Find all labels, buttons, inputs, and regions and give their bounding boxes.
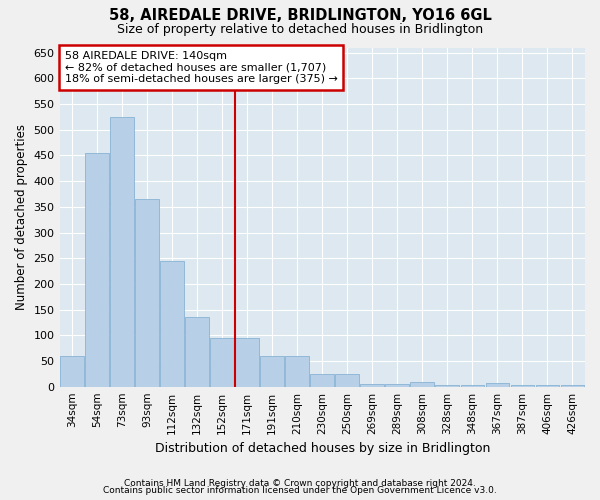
Text: Contains HM Land Registry data © Crown copyright and database right 2024.: Contains HM Land Registry data © Crown c…	[124, 478, 476, 488]
Bar	[361, 384, 384, 386]
Bar	[410, 382, 434, 386]
Bar	[536, 385, 559, 386]
Bar	[260, 356, 284, 386]
Bar	[436, 385, 459, 386]
Bar	[235, 338, 259, 386]
Y-axis label: Number of detached properties: Number of detached properties	[15, 124, 28, 310]
Bar	[60, 356, 84, 386]
Bar	[560, 385, 584, 386]
Bar	[485, 382, 509, 386]
Text: Contains public sector information licensed under the Open Government Licence v3: Contains public sector information licen…	[103, 486, 497, 495]
Bar	[335, 374, 359, 386]
Bar	[385, 384, 409, 386]
Bar	[511, 385, 535, 386]
Bar	[185, 318, 209, 386]
Bar	[461, 385, 484, 386]
Bar	[210, 338, 234, 386]
Bar	[310, 374, 334, 386]
Bar	[135, 199, 159, 386]
Bar	[110, 117, 134, 386]
X-axis label: Distribution of detached houses by size in Bridlington: Distribution of detached houses by size …	[155, 442, 490, 455]
Text: Size of property relative to detached houses in Bridlington: Size of property relative to detached ho…	[117, 22, 483, 36]
Text: 58 AIREDALE DRIVE: 140sqm
← 82% of detached houses are smaller (1,707)
18% of se: 58 AIREDALE DRIVE: 140sqm ← 82% of detac…	[65, 51, 338, 84]
Bar	[85, 153, 109, 386]
Text: 58, AIREDALE DRIVE, BRIDLINGTON, YO16 6GL: 58, AIREDALE DRIVE, BRIDLINGTON, YO16 6G…	[109, 8, 491, 22]
Bar	[160, 261, 184, 386]
Bar	[286, 356, 309, 386]
